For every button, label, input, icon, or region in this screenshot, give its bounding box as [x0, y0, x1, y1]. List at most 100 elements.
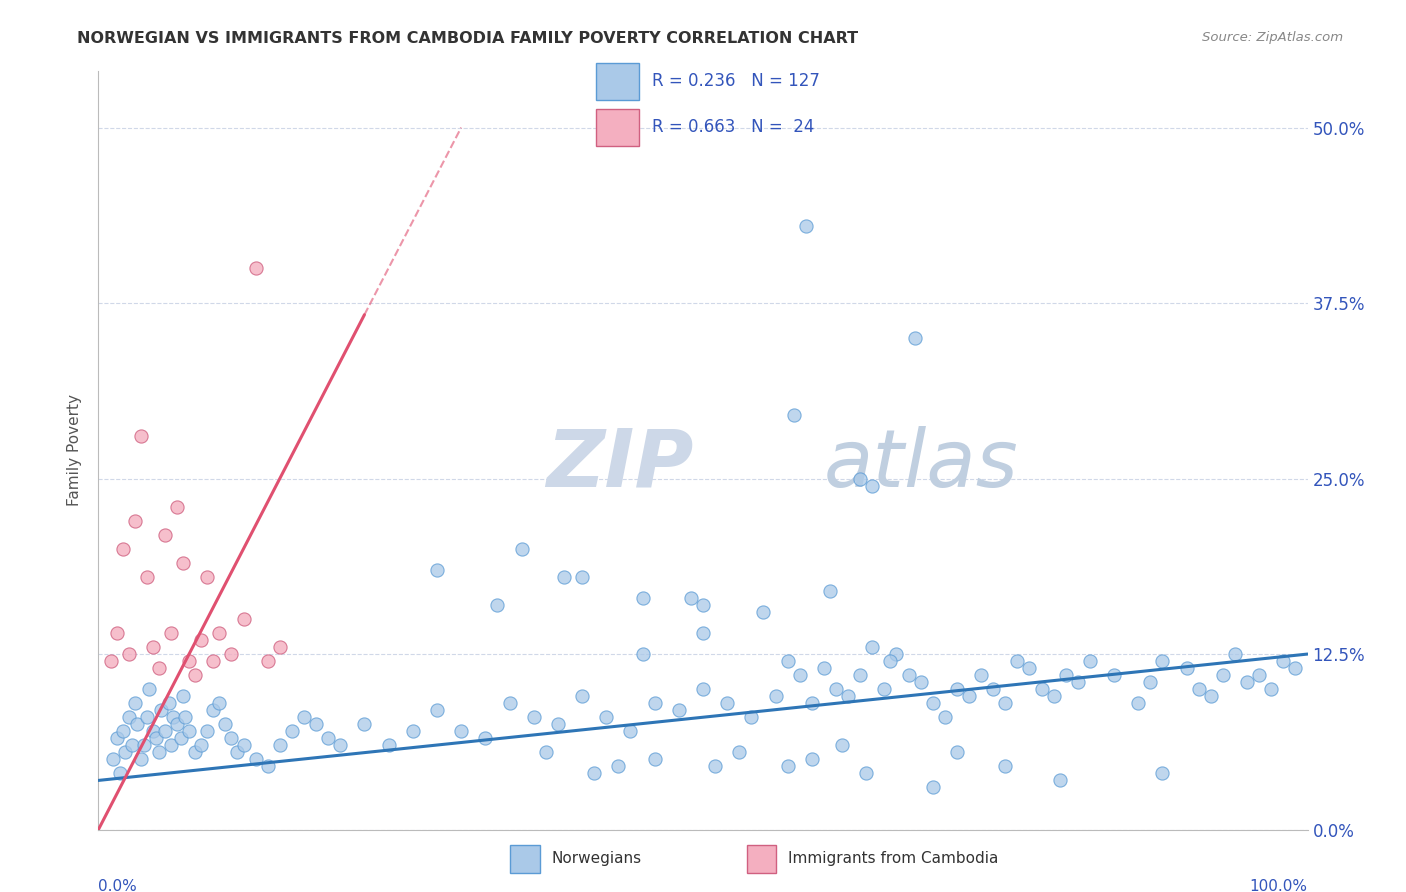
Point: [202, 703, 225, 717]
Point: [111, 724, 134, 739]
Text: 0.0%: 0.0%: [98, 879, 138, 892]
Point: [789, 668, 811, 682]
Point: [631, 647, 654, 661]
Point: [740, 710, 762, 724]
Point: [818, 583, 841, 598]
Point: [716, 696, 738, 710]
Point: [145, 731, 167, 746]
Point: [1272, 654, 1295, 668]
Point: [1199, 689, 1222, 703]
Point: [127, 717, 149, 731]
Point: [934, 710, 956, 724]
Point: [486, 598, 509, 612]
Point: [800, 696, 823, 710]
Point: [184, 745, 207, 759]
Point: [873, 682, 896, 697]
Point: [195, 570, 218, 584]
Point: [353, 717, 375, 731]
Point: [800, 752, 823, 766]
Point: [1102, 668, 1125, 682]
Point: [644, 752, 666, 766]
Point: [692, 598, 714, 612]
Point: [553, 570, 575, 584]
Point: [245, 752, 267, 766]
Bar: [510, 845, 540, 872]
Point: [281, 724, 304, 739]
Point: [208, 626, 231, 640]
Point: [904, 331, 927, 345]
Point: [523, 710, 546, 724]
Point: [831, 739, 853, 753]
Point: [221, 731, 243, 746]
Point: [1078, 654, 1101, 668]
Point: [946, 745, 969, 759]
Point: [474, 731, 496, 746]
Point: [994, 759, 1017, 773]
Point: [221, 647, 243, 661]
Point: [837, 689, 859, 703]
Point: [121, 739, 143, 753]
Point: [849, 668, 872, 682]
Point: [160, 739, 183, 753]
Point: [142, 724, 165, 739]
Point: [269, 640, 291, 654]
Point: [783, 409, 806, 423]
Point: [195, 724, 218, 739]
Point: [329, 739, 352, 753]
Point: [571, 570, 593, 584]
Point: [245, 260, 267, 275]
Point: [994, 696, 1017, 710]
Point: [1152, 766, 1174, 780]
Point: [148, 661, 170, 675]
Point: [162, 710, 184, 724]
Point: [172, 689, 194, 703]
Point: [631, 591, 654, 605]
Point: [118, 710, 141, 724]
Text: ZIP: ZIP: [546, 425, 693, 503]
Point: [450, 724, 472, 739]
Point: [692, 626, 714, 640]
Point: [153, 724, 176, 739]
Point: [179, 654, 201, 668]
Point: [1175, 661, 1198, 675]
Point: [101, 752, 124, 766]
Point: [607, 759, 630, 773]
Point: [776, 759, 799, 773]
Text: R = 0.236   N = 127: R = 0.236 N = 127: [651, 72, 820, 90]
Point: [794, 219, 817, 233]
Point: [879, 654, 901, 668]
Point: [202, 654, 225, 668]
Point: [704, 759, 727, 773]
Text: R = 0.663   N =  24: R = 0.663 N = 24: [651, 119, 814, 136]
Point: [644, 696, 666, 710]
Point: [619, 724, 641, 739]
Point: [897, 668, 920, 682]
Bar: [596, 62, 640, 100]
Text: Norwegians: Norwegians: [551, 851, 643, 866]
Point: [426, 563, 449, 577]
Point: [1260, 682, 1282, 697]
Text: NORWEGIAN VS IMMIGRANTS FROM CAMBODIA FAMILY POVERTY CORRELATION CHART: NORWEGIAN VS IMMIGRANTS FROM CAMBODIA FA…: [77, 31, 859, 46]
Point: [752, 605, 775, 619]
Point: [1067, 675, 1090, 690]
Point: [377, 739, 399, 753]
Point: [150, 703, 173, 717]
Point: [1236, 675, 1258, 690]
Point: [124, 514, 146, 528]
Point: [860, 640, 883, 654]
Point: [166, 717, 188, 731]
Point: [1152, 654, 1174, 668]
Point: [765, 689, 787, 703]
Bar: [596, 109, 640, 145]
Point: [142, 640, 165, 654]
Point: [921, 780, 943, 795]
Point: [534, 745, 557, 759]
Point: [305, 717, 328, 731]
Point: [105, 626, 128, 640]
Point: [776, 654, 799, 668]
Point: [921, 696, 943, 710]
Point: [426, 703, 449, 717]
Point: [226, 745, 249, 759]
Point: [100, 654, 122, 668]
Point: [1018, 661, 1040, 675]
